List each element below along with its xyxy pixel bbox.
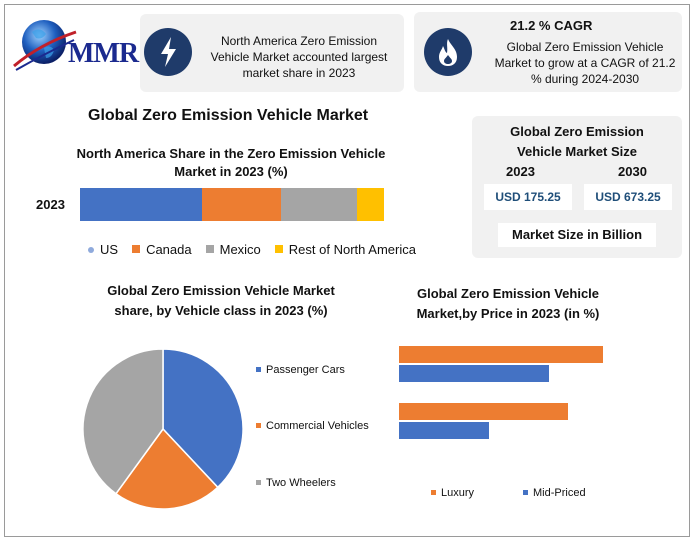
pie-legend-item: Commercial Vehicles (256, 420, 369, 432)
legend-label: Commercial Vehicles (266, 420, 369, 432)
pie-slice-commercial-vehicles (114, 427, 219, 510)
main-title: Global Zero Emission Vehicle Market (88, 107, 369, 124)
share-segment-rest-of-north-america (356, 188, 384, 221)
share-chart-category-label: 2023 (36, 197, 65, 212)
legend-swatch (523, 490, 528, 495)
share-legend-item: Rest of North America (274, 242, 416, 257)
flame-icon (424, 28, 472, 76)
share-segment-us (80, 188, 202, 221)
legend-swatch (256, 480, 261, 485)
market-size-value-2030: USD 673.25 (584, 184, 672, 210)
price-legend-item: Mid-Priced (523, 487, 586, 499)
legend-swatch (88, 247, 94, 253)
market-size-year-2030: 2030 (618, 164, 647, 179)
globe-icon (13, 20, 77, 71)
pie-slice-two-wheelers (82, 348, 164, 495)
share-chart-title: North America Share in the Zero Emission… (76, 146, 386, 179)
legend-label: Passenger Cars (266, 364, 345, 376)
info-box-cagr: 21.2 % CAGR Global Zero Emission Vehicle… (414, 12, 682, 92)
share-legend-item: Canada (132, 242, 192, 257)
share-stacked-bar (80, 188, 384, 221)
legend-swatch (256, 423, 261, 428)
cagr-title: 21.2 % CAGR (510, 18, 593, 33)
info-text-north-america: North America Zero Emission Vehicle Mark… (210, 34, 388, 80)
price-chart-title: Global Zero Emission Vehicle Market,by P… (416, 286, 600, 321)
legend-label: Two Wheelers (266, 477, 336, 489)
share-segment-mexico (280, 188, 357, 221)
market-size-title: Global Zero Emission Vehicle Market Size (510, 124, 644, 159)
logo-text: MMR (68, 38, 139, 69)
price-bar-mid-priced (399, 365, 549, 382)
share-legend-item: Mexico (205, 242, 261, 257)
legend-swatch (431, 490, 436, 495)
price-bar-mid-priced (399, 422, 489, 439)
market-size-unit: Market Size in Billion (498, 223, 656, 247)
info-box-north-america: North America Zero Emission Vehicle Mark… (140, 14, 404, 92)
pie-legend-item: Two Wheelers (256, 477, 336, 489)
legend-swatch (132, 245, 141, 253)
legend-label: Luxury (441, 487, 475, 499)
share-segment-canada (201, 188, 281, 221)
legend-label: Rest of North America (288, 242, 416, 257)
price-bar-luxury (399, 403, 568, 420)
info-text-cagr: Global Zero Emission Vehicle Market to g… (494, 40, 676, 86)
share-legend-item: US (88, 242, 118, 257)
legend-label: Mid-Priced (533, 487, 586, 499)
legend-label: US (100, 242, 119, 257)
vehicle-class-pie-chart (82, 348, 244, 510)
share-chart-legend: US Canada Mexico Rest of North America (88, 242, 430, 257)
lightning-icon (144, 28, 192, 76)
legend-swatch (256, 367, 261, 372)
price-legend-item: Luxury (431, 487, 474, 499)
pie-legend-item: Passenger Cars (256, 364, 345, 376)
legend-swatch (274, 245, 283, 253)
market-size-year-2023: 2023 (506, 164, 535, 179)
mmr-logo: MMR (10, 14, 139, 76)
pie-slice-passenger-cars (162, 348, 244, 489)
legend-label: Mexico (219, 242, 261, 257)
price-bar-luxury (399, 346, 603, 363)
pie-chart-title: Global Zero Emission Vehicle Market shar… (107, 283, 335, 318)
market-size-box: Global Zero Emission Vehicle Market Size… (472, 116, 682, 258)
legend-swatch (205, 245, 214, 253)
market-size-value-2023: USD 175.25 (484, 184, 572, 210)
legend-label: Canada (146, 242, 192, 257)
